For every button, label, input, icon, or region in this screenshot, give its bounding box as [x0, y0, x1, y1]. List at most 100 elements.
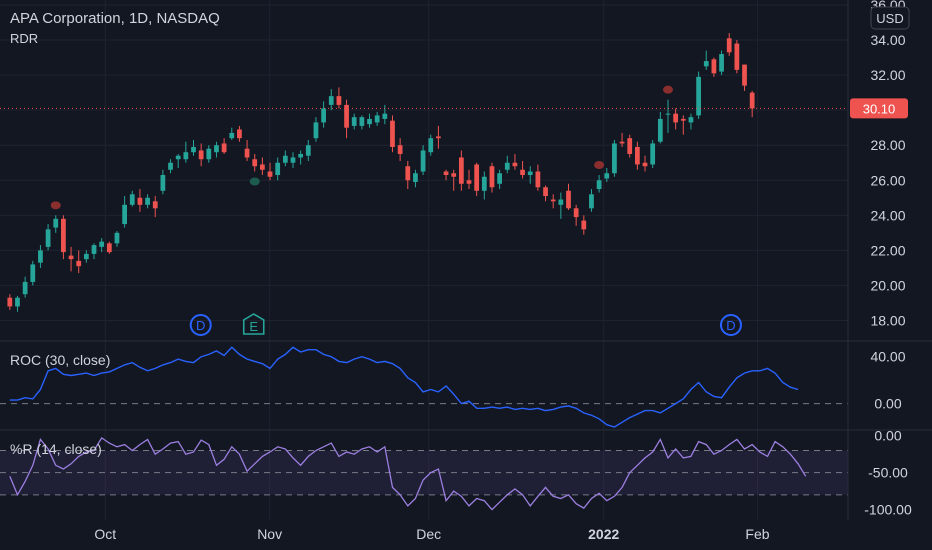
candle-body [183, 152, 189, 160]
candle-body [359, 117, 365, 126]
candle-body [466, 180, 472, 184]
candle-body [275, 162, 281, 176]
candle-body [558, 199, 564, 205]
candle-body [237, 129, 242, 139]
candle-body [696, 76, 701, 116]
candle-body [53, 218, 59, 228]
candle-body [428, 138, 434, 153]
candle-body [619, 141, 625, 144]
candle-body [543, 187, 548, 197]
williams-r-title[interactable]: %R (14, close) [10, 441, 102, 457]
candle-body [734, 43, 740, 70]
time-tick-label: Oct [94, 526, 116, 542]
roc-tick-label: 0.00 [874, 396, 901, 412]
candle-body [344, 104, 349, 128]
earnings-marker [242, 313, 265, 335]
candle-body [673, 113, 679, 123]
candle-body [61, 218, 66, 253]
candle-body [15, 297, 20, 307]
candle-body [367, 118, 372, 125]
candle-body [612, 143, 617, 174]
time-axis: Oct Nov Dec 2022 Feb [94, 526, 769, 542]
roc-title[interactable]: ROC (30, close) [10, 352, 110, 368]
candle-body [703, 61, 709, 67]
candle-body [244, 148, 250, 158]
candle-body [298, 153, 304, 158]
candle-body [604, 173, 610, 179]
candle-body [589, 194, 594, 209]
candle-body [305, 145, 311, 156]
candle-body [99, 241, 105, 247]
williams-r-tick-label: 0.00 [874, 428, 901, 444]
signal-dot [662, 85, 673, 94]
price-tick-label: 18.00 [870, 312, 905, 328]
price-tick-label: 28.00 [870, 137, 905, 153]
price-tick-label: 22.00 [870, 242, 905, 258]
currency-button[interactable] [870, 6, 910, 30]
candle-body [328, 96, 334, 105]
roc-tick-label: 40.00 [870, 349, 905, 365]
dividend-marker-label: D [726, 318, 735, 333]
chart-title[interactable]: APA Corporation, 1D, NASDAQ [10, 10, 220, 27]
indicator-label[interactable]: RDR [10, 31, 38, 46]
candle-body [688, 117, 694, 123]
candle-body [635, 146, 640, 165]
candle-body [160, 175, 166, 191]
candle-body [38, 250, 43, 263]
grid-lines [0, 0, 848, 520]
candle-body [550, 199, 556, 202]
signal-dot [594, 161, 605, 170]
candle-body [91, 245, 97, 254]
candle-body [168, 162, 173, 170]
candle-body [145, 197, 150, 205]
candle-body [642, 162, 648, 167]
candle-body [7, 297, 13, 307]
dividend-marker-label: D [196, 318, 205, 333]
candle-body [481, 176, 487, 191]
candle-body [650, 143, 656, 165]
candle-body [22, 281, 28, 295]
candle-body [229, 132, 235, 139]
candle-body [719, 54, 724, 72]
candle-body [336, 96, 342, 105]
candle-body [451, 173, 457, 177]
candle-body [198, 150, 204, 160]
candle-body [581, 220, 587, 230]
last-price-label: 30.10 [863, 101, 896, 116]
candle-body [512, 162, 518, 167]
candle-body [191, 146, 196, 153]
price-tick-label: 24.00 [870, 207, 905, 223]
candle-body [527, 171, 533, 176]
candle-body [175, 155, 181, 160]
candle-body [520, 169, 525, 176]
signal-dot [249, 177, 260, 186]
last-price-tag [850, 98, 908, 119]
candle-body [68, 255, 74, 260]
candle-body [749, 92, 755, 109]
candle-body [214, 145, 219, 153]
candle-body [321, 108, 326, 123]
candle-body [313, 122, 319, 139]
candle-body [152, 201, 158, 209]
candle-body [535, 171, 541, 188]
candle-body [504, 162, 510, 170]
candle-body [290, 157, 296, 163]
candle-body [397, 145, 403, 154]
roc-series-line [9, 346, 799, 428]
candle-body [596, 180, 602, 190]
time-tick-label: Nov [257, 526, 282, 542]
candle-body [374, 115, 380, 123]
candle-body [726, 38, 732, 53]
price-tick-label: 26.00 [870, 172, 905, 188]
candle-body [665, 113, 671, 115]
dividend-marker [189, 314, 212, 336]
candle-body [657, 118, 663, 142]
candle-body [30, 264, 36, 282]
time-tick-label: Dec [416, 526, 441, 542]
candle-body [566, 190, 571, 209]
williams-r-tick-label: -100.00 [864, 502, 912, 518]
candle-body [83, 253, 89, 260]
